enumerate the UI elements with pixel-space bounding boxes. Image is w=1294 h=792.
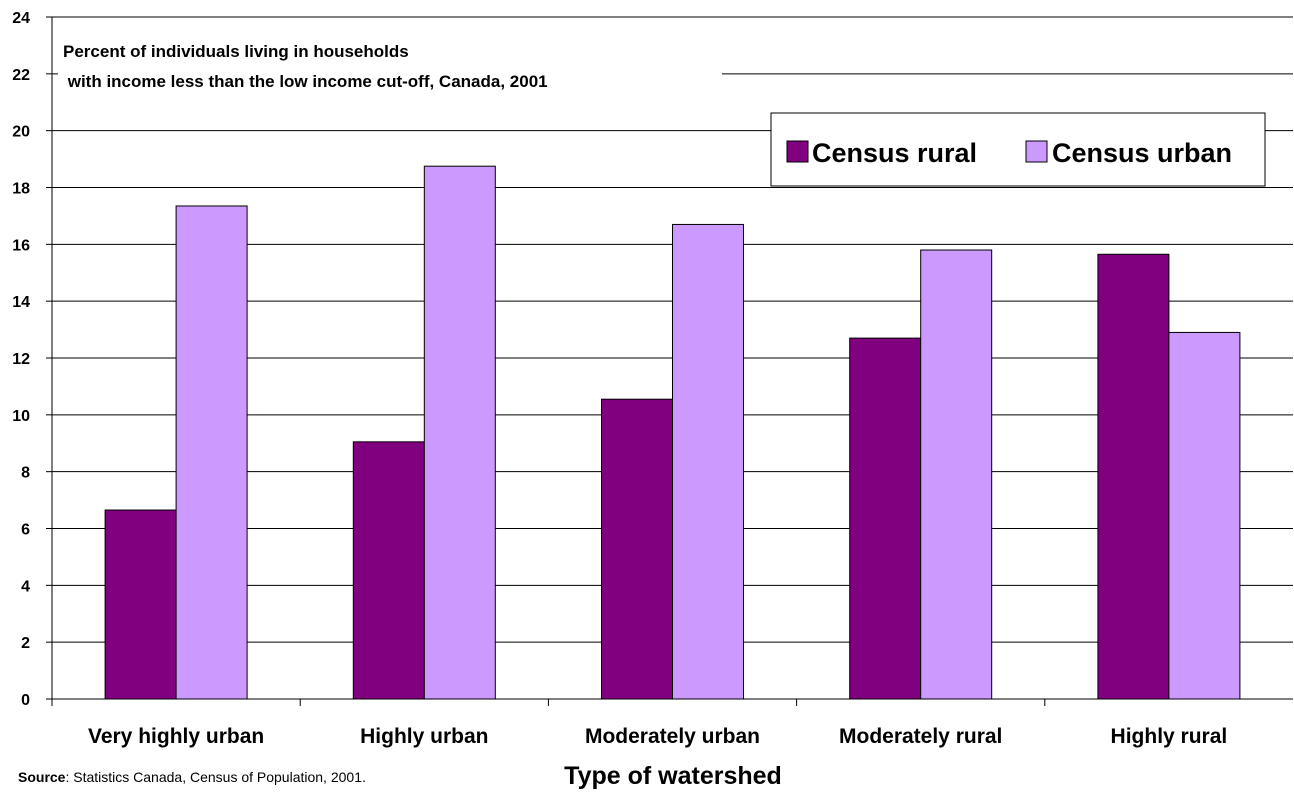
y-tick-label: 8: [21, 465, 30, 482]
y-tick-label: 22: [12, 67, 30, 84]
y-tick-label: 24: [12, 10, 30, 27]
x-category-label: Highly rural: [1111, 725, 1228, 748]
legend-swatch-census-rural: [786, 140, 809, 163]
title-backing: [58, 36, 722, 98]
y-tick-label: 12: [12, 351, 30, 368]
x-category-label: Very highly urban: [88, 725, 264, 748]
x-category-label: Moderately rural: [839, 725, 1002, 748]
x-category-label: Highly urban: [360, 725, 488, 748]
bars: [104, 165, 1241, 700]
legend-swatch-census-urban: [1025, 140, 1048, 163]
y-tick-label: 18: [12, 181, 30, 198]
bar-census-urban-1: [423, 165, 496, 700]
category-labels: Very highly urban Highly urban Moderately …: [88, 725, 1227, 748]
y-tick-label: 16: [12, 237, 30, 254]
y-tick-label: 20: [12, 124, 30, 141]
axes: [46, 16, 1293, 706]
bar-census-rural-2: [601, 398, 673, 700]
bar-census-rural-4: [1097, 253, 1170, 700]
legend-label-census-rural: Census rural: [812, 138, 977, 168]
y-tick-label: 14: [12, 294, 30, 311]
bar-census-urban-3: [920, 249, 993, 700]
y-tick-label: 10: [12, 408, 30, 425]
y-tick-label: 2: [21, 635, 30, 652]
bar-census-rural-0: [104, 509, 177, 700]
legend-box: [770, 112, 1266, 187]
bar-census-rural-3: [849, 337, 922, 700]
legend-label-census-urban: Census urban: [1052, 138, 1232, 168]
chart-title-line-2: with income less than the low income cut…: [63, 72, 548, 91]
source-text: : Statistics Canada, Census of Populatio…: [65, 769, 366, 785]
chart-title-line-1: Percent of individuals living in househo…: [63, 42, 409, 61]
y-tick-label: 0: [21, 692, 30, 709]
legend: Census rural Census urban: [770, 112, 1266, 187]
bar-census-urban-4: [1168, 331, 1241, 700]
y-tick-label: 4: [21, 578, 30, 595]
bar-census-urban-2: [672, 223, 744, 700]
bar-census-urban-0: [175, 205, 248, 700]
source-note: Source: Statistics Canada, Census of Pop…: [18, 769, 366, 785]
source-label: Source: [18, 769, 66, 785]
y-tick-label: 6: [21, 522, 30, 539]
bar-census-rural-1: [352, 441, 425, 700]
x-axis-title: Type of watershed: [564, 762, 782, 790]
x-category-label: Moderately urban: [585, 725, 760, 748]
